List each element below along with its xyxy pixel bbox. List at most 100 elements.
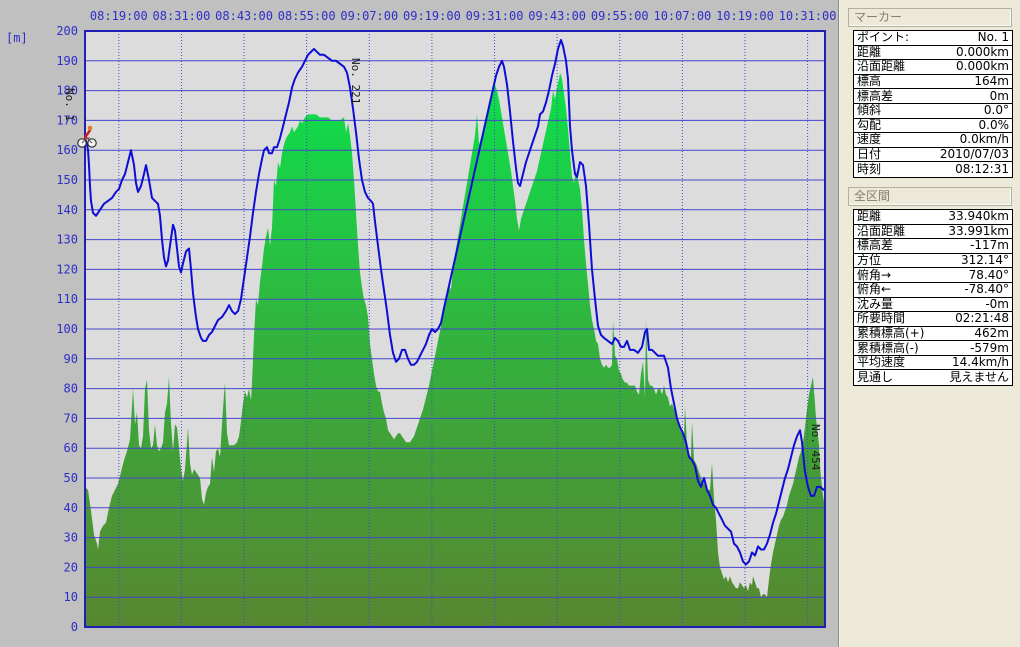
table-row: 累積標高(+) 462m	[854, 325, 1012, 342]
table-row: 勾配 0.0%	[854, 117, 1012, 134]
gps-elevation-line	[84, 38, 825, 566]
x-tick-label: 10:07:00	[653, 9, 711, 23]
total-section-header: 全区間	[848, 186, 1012, 206]
y-tick-label: 130	[56, 233, 78, 247]
row-value: 見えません	[949, 370, 1009, 385]
y-tick-label: 170	[56, 113, 78, 127]
plot-border	[84, 30, 826, 628]
x-tick-label: 08:31:00	[153, 9, 211, 23]
y-tick-label: 150	[56, 173, 78, 187]
row-label: 速度	[857, 132, 882, 147]
total-table: 距離 33.940km 沿面距離 33.991km 標高差 -117m 方位 312.14° 俯…	[853, 208, 1013, 387]
waypoint-label: No. 454	[809, 424, 822, 471]
table-row: 距離 33.940km	[854, 210, 1012, 225]
row-label: 距離	[857, 44, 882, 59]
row-value: -117m	[970, 238, 1009, 253]
row-value: -0m	[985, 296, 1009, 311]
row-label: 平均速度	[857, 355, 906, 370]
x-tick-label: 10:19:00	[716, 9, 774, 23]
chart-svg[interactable]: 0 10 20 30 40 50 60 70 80 90 100 110 120 130 140 150 160…	[0, 0, 838, 647]
table-row: 標高差 0m	[854, 89, 1012, 104]
row-label: 累積標高(-)	[857, 340, 919, 355]
y-tick-label: 0	[71, 620, 78, 634]
row-label: 距離	[857, 209, 882, 224]
row-label: ポイント:	[857, 30, 910, 45]
row-label: 沈み量	[857, 296, 894, 311]
marker-section-header: マーカー	[848, 8, 1012, 27]
x-tick-label: 09:19:00	[403, 9, 461, 23]
table-row: 標高 164m	[854, 75, 1012, 90]
row-value: -579m	[970, 340, 1009, 355]
table-row: 見通し 見えません	[854, 370, 1012, 385]
x-tick-label: 09:31:00	[466, 9, 524, 23]
row-label: 沿面距離	[857, 223, 906, 238]
table-row: 累積標高(-) -579m	[854, 341, 1012, 356]
y-tick-label: 90	[64, 352, 78, 366]
row-value: 0.000km	[956, 44, 1009, 59]
cyclist-marker-icon[interactable]	[77, 125, 97, 148]
info-panel: マーカー ポイント: No. 1 距離 0.000km 沿面距離 0.000km 標高 164…	[838, 0, 1020, 647]
row-label: 時刻	[857, 162, 882, 177]
table-row: 沈み量 -0m	[854, 296, 1012, 313]
row-value: -78.40°	[964, 282, 1009, 297]
row-label: 方位	[857, 253, 882, 268]
row-label: 標高差	[857, 88, 894, 103]
y-tick-label: 140	[56, 203, 78, 217]
y-tick-label: 120	[56, 262, 78, 276]
table-row: 標高差 -117m	[854, 239, 1012, 254]
y-tick-label: 180	[56, 84, 78, 98]
row-value: 0.0%	[978, 117, 1010, 132]
row-label: 見通し	[857, 370, 894, 385]
row-value: No. 1	[977, 30, 1009, 45]
y-tick-label: 80	[64, 382, 78, 396]
row-label: 傾斜	[857, 103, 882, 118]
row-value: 312.14°	[961, 253, 1009, 268]
x-tick-label: 08:43:00	[215, 9, 273, 23]
row-value: 164m	[974, 74, 1009, 89]
y-tick-label: 10	[64, 590, 78, 604]
total-section-title: 全区間	[854, 188, 891, 203]
marker-table: ポイント: No. 1 距離 0.000km 沿面距離 0.000km 標高 164m 標高差 0…	[853, 30, 1013, 178]
y-tick-label: 110	[56, 292, 78, 306]
y-tick-label: 40	[64, 501, 78, 515]
y-tick-label: 50	[64, 471, 78, 485]
row-label: 日付	[857, 147, 882, 162]
x-tick-label: 09:55:00	[591, 9, 649, 23]
table-row: 傾斜 0.0°	[854, 104, 1012, 119]
y-tick-label: 200	[56, 24, 78, 38]
table-row: 沿面距離 33.991km	[854, 223, 1012, 240]
row-label: 勾配	[857, 117, 882, 132]
y-tick-label: 190	[56, 54, 78, 68]
waypoint-label: No. 1	[63, 88, 76, 121]
y-tick-label: 70	[64, 411, 78, 425]
terrain-elevation-area	[85, 72, 824, 627]
x-tick-label: 10:31:00	[779, 9, 837, 23]
row-label: 標高	[857, 74, 882, 89]
row-label: 標高差	[857, 238, 894, 253]
y-tick-label: 100	[56, 322, 78, 336]
row-value: 2010/07/03	[939, 147, 1009, 162]
row-value: 02:21:48	[955, 311, 1009, 326]
row-value: 33.991km	[948, 223, 1009, 238]
x-tick-label: 08:55:00	[278, 9, 336, 23]
waypoint-label: No. 221	[349, 58, 362, 104]
table-row: 俯角→ 78.40°	[854, 268, 1012, 283]
row-label: 累積標高(+)	[857, 325, 925, 340]
row-label: 俯角→	[857, 267, 892, 282]
x-tick-label: 09:07:00	[340, 9, 398, 23]
row-value: 0.0km/h	[959, 132, 1009, 147]
table-row: 所要時間 02:21:48	[854, 312, 1012, 327]
table-row: 日付 2010/07/03	[854, 148, 1012, 163]
table-row: 平均速度 14.4km/h	[854, 356, 1012, 371]
row-value: 14.4km/h	[951, 355, 1009, 370]
y-tick-label: 20	[64, 560, 78, 574]
table-row: 距離 0.000km	[854, 44, 1012, 61]
row-label: 俯角←	[857, 282, 892, 297]
row-value: 462m	[974, 325, 1009, 340]
table-row: 時刻 08:12:31	[854, 162, 1012, 177]
y-axis-unit-label: [m]	[6, 31, 28, 45]
elevation-profile-chart[interactable]: 0 10 20 30 40 50 60 70 80 90 100 110 120 130 140 150 160…	[0, 0, 838, 647]
row-value: 0m	[989, 88, 1009, 103]
table-row: 方位 312.14°	[854, 254, 1012, 269]
marker-section-title: マーカー	[854, 10, 903, 24]
